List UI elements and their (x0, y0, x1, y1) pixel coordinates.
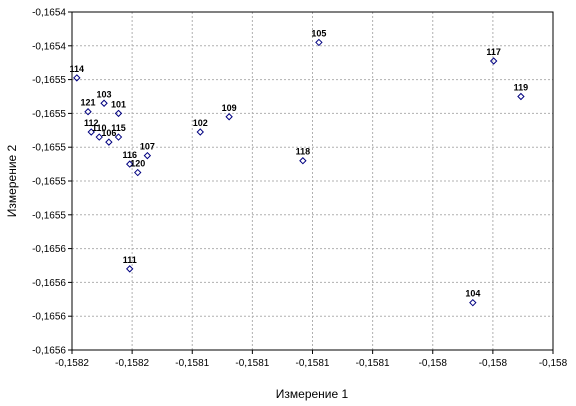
data-point (299, 157, 307, 165)
y-tick-label: -0,1655 (32, 75, 66, 86)
x-tick-label: -0,158 (539, 358, 568, 369)
y-tick-label: -0,1654 (32, 8, 66, 19)
x-axis-label: Измерение 1 (276, 387, 349, 401)
data-point (517, 92, 525, 101)
y-tick-label: -0,1655 (32, 143, 66, 154)
point-label: 105 (311, 28, 326, 38)
point-label: 107 (140, 142, 155, 152)
point-label: 106 (101, 128, 116, 138)
y-tick-label: -0,1655 (32, 210, 66, 221)
data-point (95, 133, 103, 141)
data-point (489, 57, 498, 65)
point-label: 114 (70, 64, 85, 74)
data-point (84, 108, 92, 116)
data-point (73, 74, 81, 82)
y-tick-label: -0,1655 (32, 109, 66, 120)
y-tick-label: -0,1654 (32, 41, 66, 52)
data-point (100, 99, 108, 107)
data-point (114, 109, 123, 118)
x-tick-label: -0,1581 (296, 358, 330, 369)
y-axis-label: Измерение 2 (5, 144, 19, 217)
point-label: 119 (514, 83, 529, 93)
x-tick-label: -0,1581 (235, 358, 269, 369)
point-label: 115 (111, 123, 126, 133)
data-point (126, 265, 134, 273)
point-label: 110 (92, 123, 107, 133)
x-tick-label: -0,158 (479, 358, 508, 369)
y-tick-label: -0,1656 (32, 278, 66, 289)
data-point (225, 113, 233, 121)
x-tick-label: -0,158 (419, 358, 448, 369)
data-point (143, 151, 152, 160)
point-label: 104 (465, 289, 480, 299)
x-tick-label: -0,1582 (115, 358, 149, 369)
point-label: 112 (84, 118, 99, 128)
point-label: 117 (486, 47, 501, 57)
point-label: 103 (97, 89, 112, 99)
data-point (87, 128, 95, 136)
y-tick-label: -0,1655 (32, 177, 66, 188)
data-point (315, 38, 323, 47)
data-point (196, 128, 204, 136)
data-point (469, 298, 477, 307)
point-label: 102 (193, 118, 208, 128)
axis-ticks: -0,1582 -0,1582 -0,1581 -0,1581 -0,1581 -0,15… (32, 8, 568, 370)
point-label: 121 (81, 98, 96, 108)
y-tick-label: -0,1656 (32, 244, 66, 255)
point-label: 101 (111, 99, 126, 109)
data-point (126, 160, 134, 168)
point-label: 118 (296, 147, 311, 157)
data-point (134, 168, 142, 177)
point-label: 120 (130, 159, 145, 169)
grid-lines (72, 12, 553, 350)
x-tick-label: -0,1581 (356, 358, 390, 369)
x-tick-label: -0,1581 (175, 358, 209, 369)
y-tick-label: -0,1656 (32, 346, 66, 357)
x-tick-label: -0,1582 (55, 358, 89, 369)
data-point (105, 138, 113, 146)
point-label: 109 (222, 103, 237, 113)
point-label: 111 (123, 255, 137, 265)
point-label: 116 (122, 150, 137, 160)
y-tick-label: -0,1656 (32, 312, 66, 323)
data-point (114, 133, 123, 141)
